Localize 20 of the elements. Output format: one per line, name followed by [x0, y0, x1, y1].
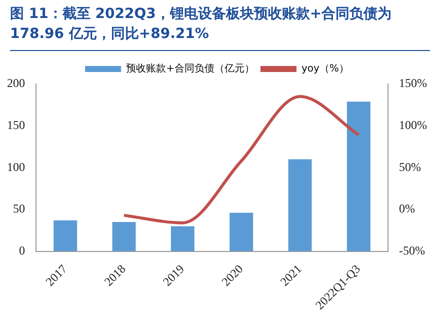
- legend-label: yoy（%）: [301, 64, 349, 75]
- bar: [346, 102, 370, 252]
- y2-tick-label: -50%: [399, 243, 426, 258]
- bar: [230, 212, 254, 252]
- y2-tick-label: 0%: [399, 202, 416, 216]
- y-tick-label: 150: [7, 118, 25, 132]
- y-tick-label: 50: [13, 202, 25, 216]
- y2-tick-label: 50%: [399, 160, 422, 174]
- bar: [112, 222, 136, 252]
- y-tick-label: 100: [7, 160, 25, 174]
- chart-title: 图 11：截至 2022Q3，锂电设备板块预收账款+合同负债为 178.96 亿元，同比+89.21%: [10, 4, 430, 51]
- y2-tick-label: 150%: [399, 76, 428, 90]
- legend-label: 预收账款+合同负债（亿元）: [126, 62, 254, 75]
- y-tick-label: 0: [19, 243, 25, 258]
- bar: [170, 226, 194, 252]
- bar: [288, 159, 312, 252]
- y-tick-label: 200: [7, 76, 25, 90]
- bar: [54, 220, 78, 252]
- y2-tick-label: 100%: [399, 118, 428, 132]
- line-series: [122, 95, 360, 224]
